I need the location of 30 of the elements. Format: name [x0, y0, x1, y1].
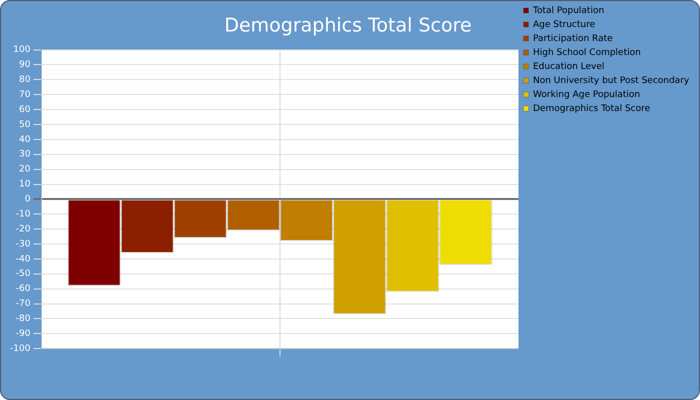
- y-tick-label: 30: [18, 150, 31, 160]
- legend-label: Working Age Population: [533, 90, 640, 100]
- y-tick-label: 100: [13, 45, 31, 56]
- y-tick-label: 70: [18, 90, 31, 100]
- legend-label: Participation Rate: [533, 34, 614, 44]
- y-tick-label: -70: [16, 299, 31, 310]
- y-tick-label: -30: [16, 239, 31, 250]
- y-tick-label: 80: [18, 75, 31, 86]
- legend-label: Education Level: [533, 62, 604, 72]
- chart-title: Demographics Total Score: [224, 14, 472, 36]
- y-tick-label: 90: [18, 60, 31, 70]
- legend-label: Non University but Post Secondary: [533, 76, 690, 86]
- y-tick-label: -10: [16, 209, 31, 220]
- y-tick-label: -60: [16, 284, 31, 294]
- legend-label: Total Population: [532, 6, 604, 16]
- y-tick-label: -90: [16, 329, 31, 340]
- legend-label: High School Completion: [533, 48, 641, 58]
- y-tick-label: -40: [16, 254, 31, 264]
- legend-label: Age Structure: [533, 20, 596, 30]
- y-tick-label: 50: [18, 120, 31, 130]
- y-tick-label: -80: [16, 314, 31, 324]
- y-tick-label: -50: [16, 269, 31, 280]
- y-tick-label: -20: [16, 224, 31, 234]
- y-tick-label: 10: [18, 180, 31, 190]
- y-tick-label: 20: [18, 164, 31, 175]
- y-tick-label: 0: [24, 194, 31, 205]
- y-tick-label: 40: [18, 134, 31, 145]
- y-tick-label: 60: [18, 104, 31, 115]
- y-tick-label: -100: [10, 344, 31, 354]
- legend-label: Demographics Total Score: [533, 104, 651, 114]
